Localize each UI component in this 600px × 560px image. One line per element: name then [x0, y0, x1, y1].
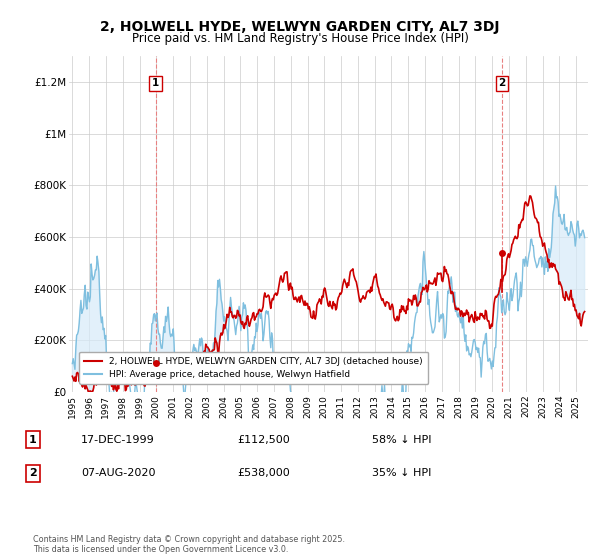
- Text: 2: 2: [499, 78, 506, 88]
- Text: 1: 1: [152, 78, 159, 88]
- Text: 2, HOLWELL HYDE, WELWYN GARDEN CITY, AL7 3DJ: 2, HOLWELL HYDE, WELWYN GARDEN CITY, AL7…: [100, 20, 500, 34]
- Text: £112,500: £112,500: [237, 435, 290, 445]
- Text: £538,000: £538,000: [237, 468, 290, 478]
- Text: 58% ↓ HPI: 58% ↓ HPI: [372, 435, 431, 445]
- Legend: 2, HOLWELL HYDE, WELWYN GARDEN CITY, AL7 3DJ (detached house), HPI: Average pric: 2, HOLWELL HYDE, WELWYN GARDEN CITY, AL7…: [79, 352, 428, 384]
- Text: 2: 2: [29, 468, 37, 478]
- Text: Contains HM Land Registry data © Crown copyright and database right 2025.
This d: Contains HM Land Registry data © Crown c…: [33, 535, 345, 554]
- Text: 07-AUG-2020: 07-AUG-2020: [81, 468, 155, 478]
- Text: 35% ↓ HPI: 35% ↓ HPI: [372, 468, 431, 478]
- Text: 17-DEC-1999: 17-DEC-1999: [81, 435, 155, 445]
- Text: Price paid vs. HM Land Registry's House Price Index (HPI): Price paid vs. HM Land Registry's House …: [131, 32, 469, 45]
- Text: 1: 1: [29, 435, 37, 445]
